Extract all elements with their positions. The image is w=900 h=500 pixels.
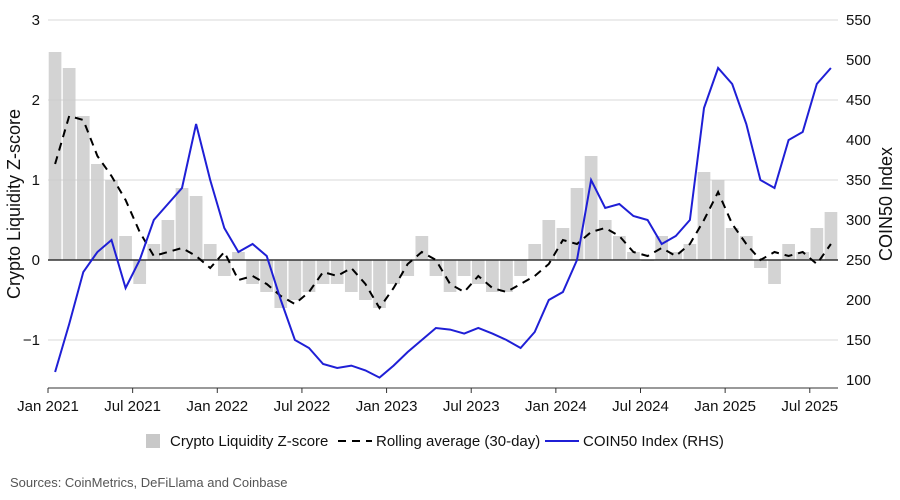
zscore-bar bbox=[288, 260, 302, 300]
zscore-bar bbox=[76, 116, 90, 260]
zscore-bar bbox=[344, 260, 358, 292]
zscore-bar bbox=[486, 260, 499, 292]
zscore-bar bbox=[570, 188, 584, 260]
legend-label-rolling: Rolling average (30-day) bbox=[376, 433, 540, 450]
zscore-bar bbox=[782, 244, 795, 260]
zscore-bar bbox=[316, 260, 330, 284]
zscore-bar bbox=[824, 212, 838, 260]
zscore-bar bbox=[612, 236, 626, 260]
zscore-bar bbox=[62, 68, 76, 260]
zscore-bar bbox=[683, 244, 697, 260]
x-tick-label: Jul 2022 bbox=[274, 398, 331, 415]
zscore-bars bbox=[48, 52, 838, 308]
zscore-bar bbox=[768, 260, 781, 284]
zscore-bar bbox=[175, 188, 189, 260]
left-tick-label: −1 bbox=[23, 332, 40, 349]
zscore-bar bbox=[556, 228, 570, 260]
x-tick-label: Jan 2025 bbox=[694, 398, 756, 415]
zscore-bar bbox=[514, 260, 527, 276]
left-tick-label: 0 bbox=[32, 252, 40, 269]
zscore-bar bbox=[471, 260, 485, 284]
zscore-bar bbox=[387, 260, 400, 284]
zscore-bar bbox=[302, 260, 316, 292]
zscore-bar bbox=[48, 52, 62, 260]
zscore-bar bbox=[373, 260, 386, 308]
x-tick-label: Jan 2024 bbox=[525, 398, 587, 415]
zscore-bar bbox=[739, 236, 753, 260]
zscore-bar bbox=[697, 172, 711, 260]
zscore-bar bbox=[711, 180, 725, 260]
right-tick-label: 200 bbox=[846, 292, 871, 309]
right-tick-label: 450 bbox=[846, 92, 871, 109]
right-tick-label: 300 bbox=[846, 212, 871, 229]
x-tick-label: Jan 2023 bbox=[356, 398, 418, 415]
zscore-bar bbox=[232, 252, 245, 260]
x-tick-label: Jan 2021 bbox=[17, 398, 79, 415]
left-tick-label: 2 bbox=[32, 92, 40, 109]
right-tick-label: 250 bbox=[846, 252, 871, 269]
zscore-bar bbox=[189, 196, 203, 260]
zscore-bar bbox=[359, 260, 372, 300]
zscore-bar bbox=[274, 260, 288, 308]
zscore-bar bbox=[655, 236, 669, 260]
zscore-bar bbox=[500, 260, 513, 292]
zscore-bar bbox=[133, 260, 147, 284]
source-note: Sources: CoinMetrics, DeFiLlama and Coin… bbox=[10, 475, 287, 490]
left-axis-title: Crypto Liquidity Z-score bbox=[4, 109, 24, 299]
zscore-bar bbox=[401, 260, 415, 276]
legend-label-zscore: Crypto Liquidity Z-score bbox=[170, 433, 328, 450]
zscore-bar bbox=[725, 228, 739, 260]
zscore-bar bbox=[796, 252, 810, 260]
left-tick-label: 1 bbox=[32, 172, 40, 189]
zscore-bar bbox=[203, 244, 217, 260]
zscore-bar bbox=[91, 164, 104, 260]
zscore-bar bbox=[443, 260, 457, 292]
right-axis-ticks: 550 500 450 400 350 300 250 200 150 100 bbox=[846, 12, 871, 389]
x-tick-label: Jan 2022 bbox=[186, 398, 248, 415]
zscore-bar bbox=[627, 252, 640, 260]
right-tick-label: 500 bbox=[846, 52, 871, 69]
zscore-bar bbox=[119, 236, 132, 260]
zscore-bar bbox=[457, 260, 471, 276]
zscore-bar bbox=[810, 228, 824, 260]
left-axis-ticks: 3 2 1 0 −1 bbox=[23, 12, 40, 349]
zscore-bar bbox=[147, 244, 161, 260]
zscore-bar bbox=[669, 252, 683, 260]
zscore-bar bbox=[161, 220, 175, 260]
x-tick-label: Jul 2021 bbox=[104, 398, 161, 415]
zscore-bar bbox=[542, 220, 556, 260]
zscore-bar bbox=[217, 260, 231, 276]
zscore-bar bbox=[246, 260, 259, 284]
right-tick-label: 100 bbox=[846, 372, 871, 389]
x-axis-ticks: Jan 2021 Jul 2021 Jan 2022 Jul 2022 Jan 2023… bbox=[17, 388, 838, 415]
zscore-bar bbox=[598, 220, 612, 260]
zscore-bar bbox=[429, 260, 443, 276]
right-tick-label: 550 bbox=[846, 12, 871, 29]
x-tick-label: Jul 2023 bbox=[443, 398, 500, 415]
x-tick-label: Jul 2025 bbox=[781, 398, 838, 415]
zscore-bar bbox=[105, 180, 118, 260]
zscore-bar bbox=[754, 260, 767, 268]
right-axis-title: COIN50 Index bbox=[876, 147, 896, 261]
coin50-index-line bbox=[54, 66, 832, 379]
right-tick-label: 350 bbox=[846, 172, 871, 189]
x-tick-label: Jul 2024 bbox=[612, 398, 669, 415]
legend-swatch-zscore bbox=[146, 434, 160, 448]
zscore-bar bbox=[528, 244, 542, 260]
left-tick-label: 3 bbox=[32, 12, 40, 29]
legend: Crypto Liquidity Z-score Rolling average… bbox=[146, 433, 724, 450]
zscore-bar bbox=[330, 260, 344, 284]
legend-label-coin50: COIN50 Index (RHS) bbox=[583, 433, 724, 450]
right-tick-label: 150 bbox=[846, 332, 871, 349]
right-tick-label: 400 bbox=[846, 132, 871, 149]
